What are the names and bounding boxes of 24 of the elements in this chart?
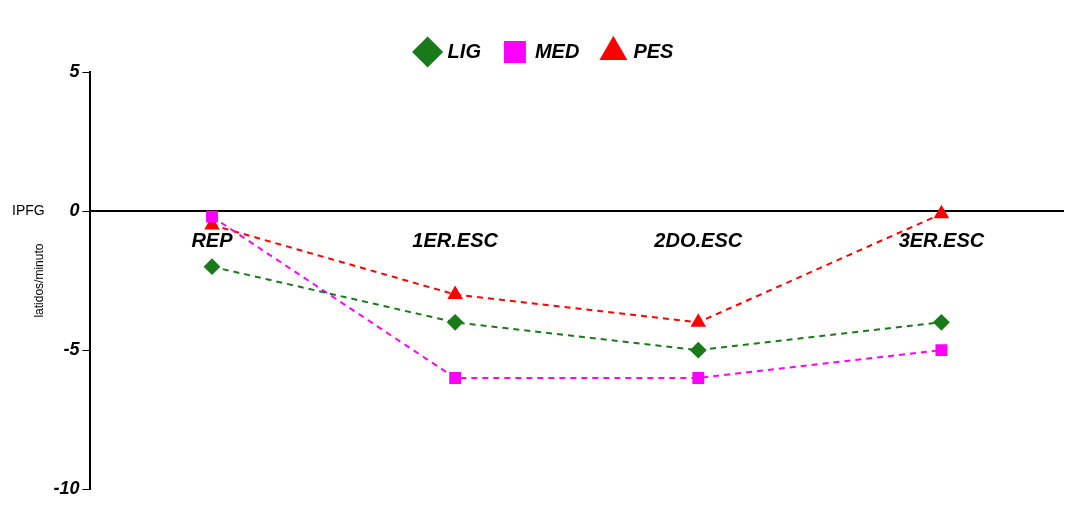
point: [449, 372, 462, 384]
point: [690, 342, 707, 359]
x-tick-label: 3ER.ESC: [898, 228, 985, 251]
y-axis-title: latidos/minuto: [31, 243, 46, 318]
y-tick-label: -10: [53, 478, 80, 499]
point: [206, 210, 218, 223]
text: IPFG: [12, 201, 45, 218]
point: [691, 314, 706, 327]
y-tick-label: 5: [69, 60, 81, 81]
legend-label: MED: [534, 39, 580, 62]
point: [933, 314, 950, 331]
x-tick-label: REP: [191, 228, 234, 251]
x-tick-label: 2DO.ESC: [653, 228, 743, 251]
legend-label: PES: [633, 39, 675, 62]
point: [203, 258, 220, 275]
y-tick-label: 0: [69, 200, 80, 221]
x-tick-label: 1ER.ESC: [412, 228, 499, 251]
point: [935, 344, 948, 357]
point: [934, 205, 949, 219]
legend-label: LIG: [447, 39, 481, 62]
point: [447, 314, 464, 331]
point: [692, 372, 705, 384]
y-tick-label: -5: [63, 339, 81, 360]
point: [448, 286, 463, 300]
